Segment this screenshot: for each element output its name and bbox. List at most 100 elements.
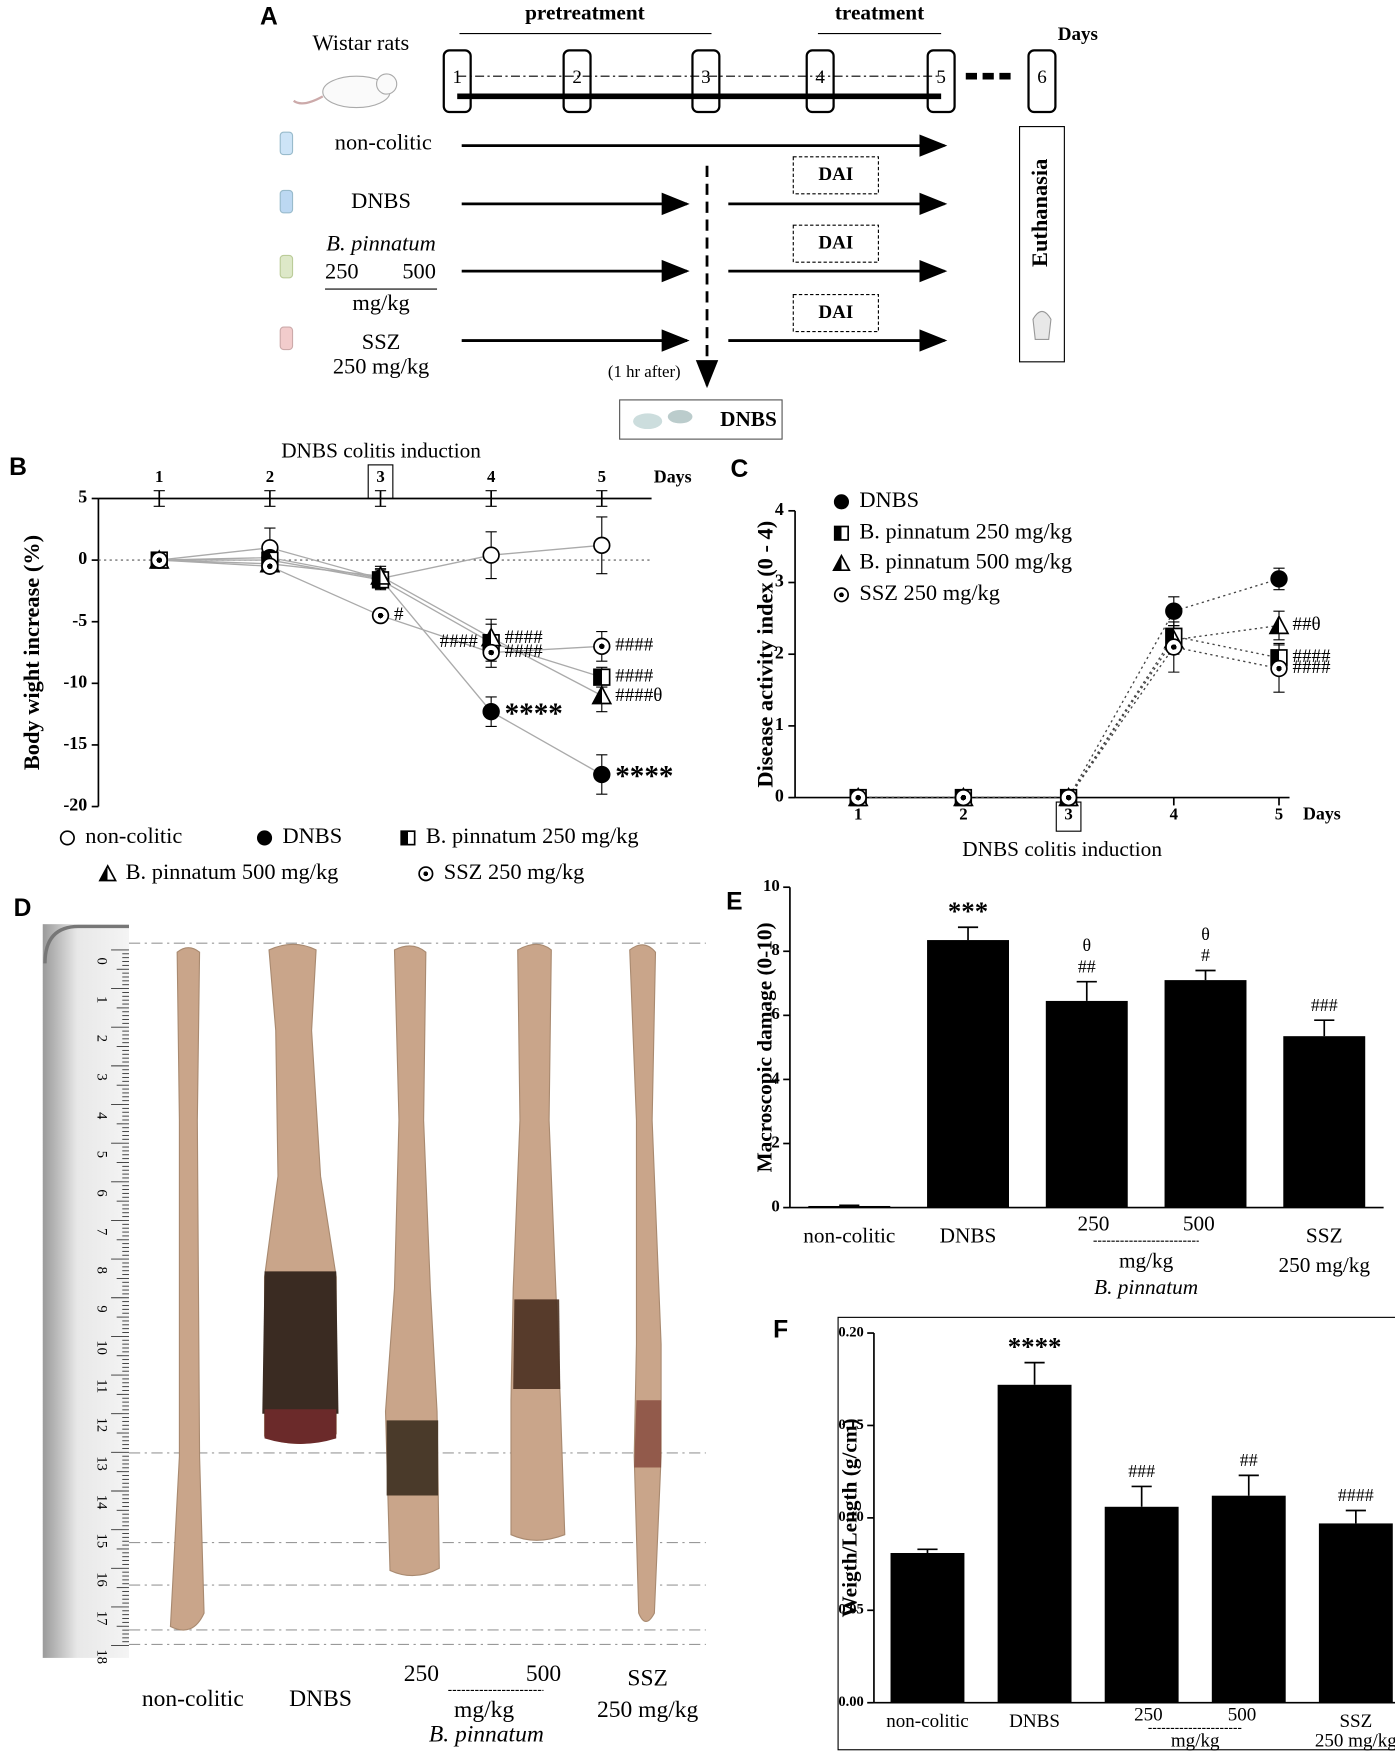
ruler-number: 7 [94,1228,110,1235]
x-tick-label: 2 [959,804,967,823]
x-tick-label: 1 [854,804,862,823]
annotation: ## [1078,956,1096,976]
x-tick-cap [374,490,387,507]
tick-box [367,464,394,500]
legend-symbol [418,866,434,882]
caption: 250 mg/kg [597,1697,698,1723]
series-line [858,624,1280,799]
marker [482,546,500,564]
day-box [562,49,592,114]
panel-d: D non-colitic DNBS 250 500 mg/kg B. pinn… [14,895,706,1748]
error-bar [957,926,979,941]
ruler-number: 16 [94,1572,110,1587]
marker [593,668,611,686]
legend-label: SSZ 250 mg/kg [444,859,585,884]
dai: DAI [818,233,853,254]
marker [1165,602,1183,620]
panel-a: A Wistar rats pretreatment treatment Day… [260,0,1098,440]
caption: 500 [526,1661,561,1687]
x-tick-label: DNBS [940,1224,997,1248]
error-bar [1131,1485,1152,1507]
dose: 500 [402,258,436,283]
annotation: ### [1128,1461,1155,1481]
chart-title: DNBS colitis induction [962,837,1162,861]
days-label: Days [1058,24,1098,45]
legend-label: B. pinnatum 250 mg/kg [426,823,639,848]
day-number: 4 [815,67,825,88]
ruler-number: 14 [94,1495,110,1510]
marker [593,765,611,784]
marker [1270,570,1288,588]
colon [169,947,205,1631]
annotation: ####θ [615,685,662,706]
vial [279,326,294,351]
marker [150,551,168,569]
annotation: ## [1240,1450,1258,1470]
vial [279,254,294,279]
series-line [858,646,1280,799]
panel-label: D [14,895,32,922]
annotation: #### [505,641,544,662]
marker [593,637,611,656]
y-tick-label: 0.05 [838,1602,863,1618]
x-tick-label: 500 [1228,1705,1257,1726]
ruler-number: 18 [94,1650,110,1665]
bar [927,940,1009,1208]
phase: pretreatment [525,0,645,24]
ruler-number: 9 [94,1305,110,1312]
annotation: #### [1338,1485,1374,1505]
x-tick-label: 1 [155,467,163,486]
ruler-number: 10 [94,1340,110,1355]
dai-box [792,156,879,195]
series-line [858,578,1280,799]
legend-symbol [833,525,850,541]
error-bar [917,1548,938,1553]
y-axis-label: Macroscopic damage (0-10) [752,922,776,1172]
caption: mg/kg [454,1697,514,1723]
ruler-number: 15 [94,1534,110,1549]
x-tick-label: 3 [1064,804,1072,823]
legend-symbol [400,830,416,846]
legend-symbol [832,553,851,572]
error-bar [1238,1474,1259,1496]
annotation: ### [1311,995,1338,1015]
group-label: mg/kg [1119,1248,1174,1272]
annotation: θ [1082,935,1091,955]
panel-label: F [773,1316,788,1343]
dose: 250 mg/kg [333,354,429,379]
bar [1045,1000,1128,1208]
x-tick-label: DNBS [1009,1711,1060,1732]
day-boxes: 1 2 3 4 5 6 [442,49,1057,114]
group: B. pinnatum [326,230,435,255]
x-tick-sublabel: 250 mg/kg [1278,1253,1370,1277]
error-bar [1076,980,1097,1001]
subject: Wistar rats [313,30,410,55]
group-label: B. pinnatum [1094,1275,1198,1299]
panel-frame [837,1316,1395,1751]
delay: (1 hr after) [608,362,681,381]
dai: DAI [818,164,853,185]
annotation: #### [505,627,544,648]
bar [1104,1506,1179,1703]
annotation: θ [1201,924,1210,944]
marker [593,536,611,554]
x-tick-label: SSZ [1339,1711,1372,1732]
caption: SSZ [627,1666,668,1692]
bar [1211,1495,1286,1703]
ruler-number: 8 [94,1267,110,1274]
y-tick-label: -10 [63,671,87,691]
day-box [442,49,472,114]
day-number: 3 [701,67,711,88]
caption: B. pinnatum [429,1722,544,1748]
panel-label: B [9,454,27,481]
y-tick-label: 8 [771,940,779,959]
annotation: **** [1008,1331,1062,1361]
legend-symbol [833,587,850,603]
y-tick-label: 0.10 [838,1509,863,1525]
ruler-edge [43,924,129,964]
colons [169,943,662,1631]
lesion [513,1299,561,1390]
ruler-number: 17 [94,1611,110,1626]
y-tick-label: -20 [63,795,87,815]
y-tick-label: 10 [763,876,780,895]
